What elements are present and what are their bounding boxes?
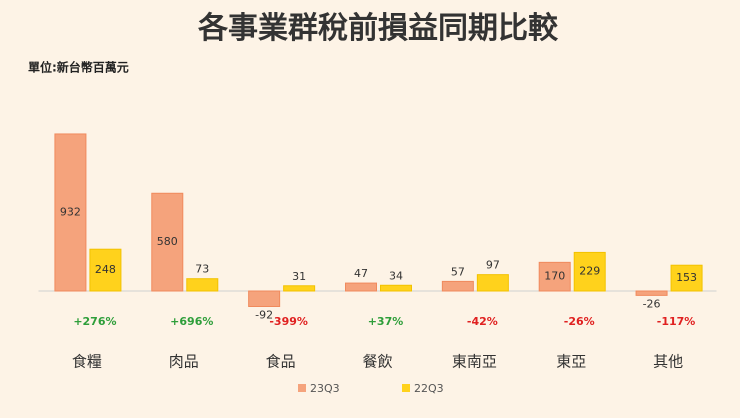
x-tick-label: 東南亞: [452, 353, 497, 371]
x-tick-label: 食品: [266, 353, 296, 371]
annotation: -42%: [467, 315, 498, 328]
value-label: 31: [292, 270, 306, 283]
annotation: -399%: [269, 315, 308, 328]
legend-label: 23Q3: [310, 382, 340, 395]
value-label: 47: [354, 267, 368, 280]
annotation: +276%: [73, 315, 116, 328]
bar: [186, 278, 219, 292]
x-tick-label: 食糧: [72, 353, 102, 371]
value-label: 170: [544, 270, 565, 283]
chart-title: 各事業群稅前損益同期比較: [197, 11, 559, 46]
x-tick-label: 餐飲: [362, 353, 392, 371]
bar: [573, 251, 606, 292]
value-label: 932: [60, 205, 81, 218]
bar: [151, 192, 184, 292]
value-label: -92: [255, 309, 273, 322]
bar: [89, 248, 122, 292]
value-label: 73: [195, 263, 209, 276]
value-label: 580: [157, 235, 178, 248]
annotation: -26%: [564, 315, 595, 328]
value-label: 229: [579, 265, 600, 278]
value-label: -26: [643, 297, 661, 310]
bar: [345, 282, 377, 292]
bar: [476, 274, 509, 292]
value-label: 34: [389, 269, 403, 282]
value-label: 248: [95, 263, 116, 276]
bar: [248, 290, 281, 308]
bar: [380, 284, 412, 292]
bar: [635, 290, 668, 296]
annotation: -117%: [657, 315, 696, 328]
subtitle: 單位:新台幣百萬元: [28, 60, 129, 75]
annotation: +37%: [368, 315, 404, 328]
legend-swatch: [402, 384, 410, 392]
bar: [670, 264, 703, 292]
annotation: +696%: [170, 315, 213, 328]
bar: [283, 285, 316, 292]
bar: [54, 133, 87, 292]
value-label: 97: [486, 259, 500, 272]
value-label: 153: [676, 271, 697, 284]
legend-label: 22Q3: [414, 382, 444, 395]
x-tick-label: 其他: [653, 353, 683, 371]
value-label: 57: [451, 265, 465, 278]
bar: [441, 280, 474, 292]
bar: [538, 261, 571, 292]
x-tick-label: 肉品: [169, 353, 199, 371]
x-tick-label: 東亞: [556, 353, 586, 371]
legend-swatch: [298, 384, 306, 392]
